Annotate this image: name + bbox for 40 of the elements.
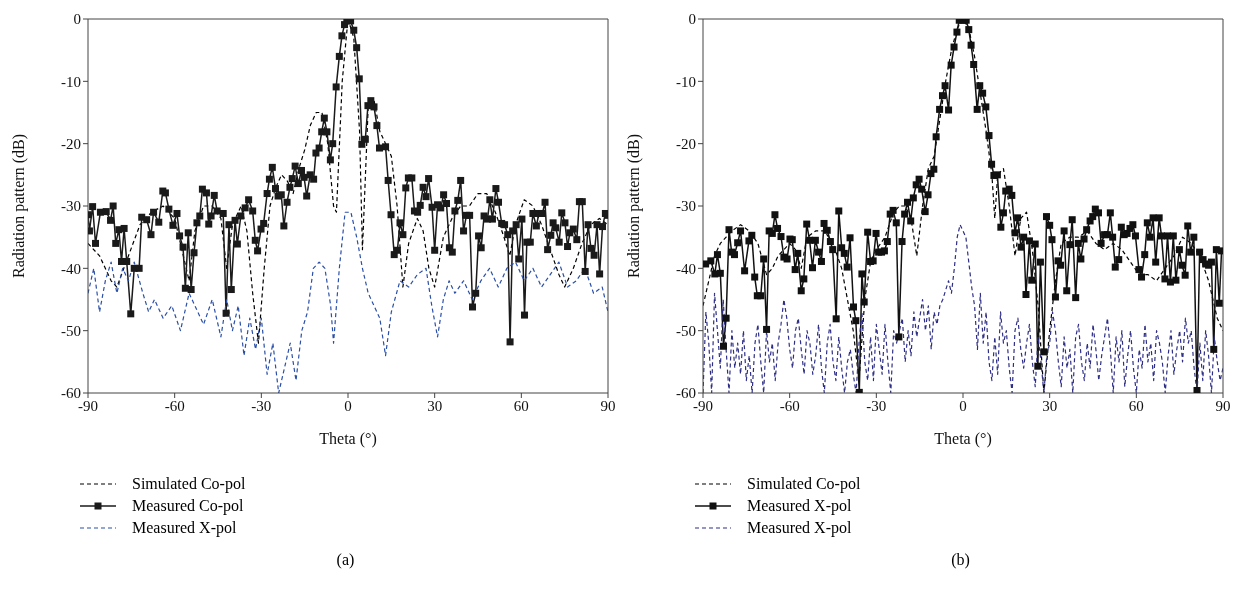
x-tick-label: -30	[251, 397, 272, 414]
y-tick-label: -30	[61, 198, 81, 215]
y-tick-label: -40	[61, 260, 81, 277]
x-tick-label: -30	[866, 397, 887, 414]
x-tick-label: 30	[1042, 397, 1058, 414]
y-tick-label: -40	[676, 260, 696, 277]
legend-label: Measured X-pol	[747, 519, 852, 537]
y-axis-title: Radiation pattern (dB)	[624, 134, 643, 278]
x-tick-label: 0	[959, 397, 967, 414]
y-tick-label: -30	[676, 198, 696, 215]
y-tick-label: -60	[676, 385, 696, 402]
x-tick-label: -60	[164, 397, 185, 414]
y-tick-label: 0	[73, 11, 81, 28]
x-tick-label: 0	[344, 397, 352, 414]
x-tick-label: 30	[427, 397, 443, 414]
x-tick-label: 90	[1215, 397, 1231, 414]
legend-label: Measured X-pol	[132, 519, 237, 537]
y-tick-label: -50	[676, 322, 696, 339]
legend-label: Simulated Co-pol	[747, 475, 861, 493]
x-tick-label: 60	[513, 397, 529, 414]
x-tick-label: 60	[1128, 397, 1144, 414]
x-tick-label: -60	[779, 397, 800, 414]
legend-label: Measured X-pol	[747, 497, 852, 515]
y-tick-label: 0	[688, 11, 696, 28]
text: (b)	[950, 551, 971, 569]
legend-label: Measured Co-pol	[132, 497, 244, 515]
legend-label: Simulated Co-pol	[132, 475, 246, 493]
x-tick-label: 90	[600, 397, 616, 414]
y-tick-label: -20	[676, 135, 696, 152]
y-tick-label: -10	[676, 73, 696, 90]
y-tick-label: -60	[61, 385, 81, 402]
x-tick-label: -90	[78, 397, 98, 414]
y-tick-label: -50	[61, 322, 81, 339]
y-tick-label: -10	[61, 73, 81, 90]
x-tick-label: -90	[693, 397, 713, 414]
x-axis-title: Theta (°)	[319, 430, 377, 448]
text: (a)	[335, 551, 356, 569]
x-axis-title: Theta (°)	[934, 430, 992, 448]
y-tick-label: -20	[61, 135, 81, 152]
y-axis-title: Radiation pattern (dB)	[9, 134, 28, 278]
